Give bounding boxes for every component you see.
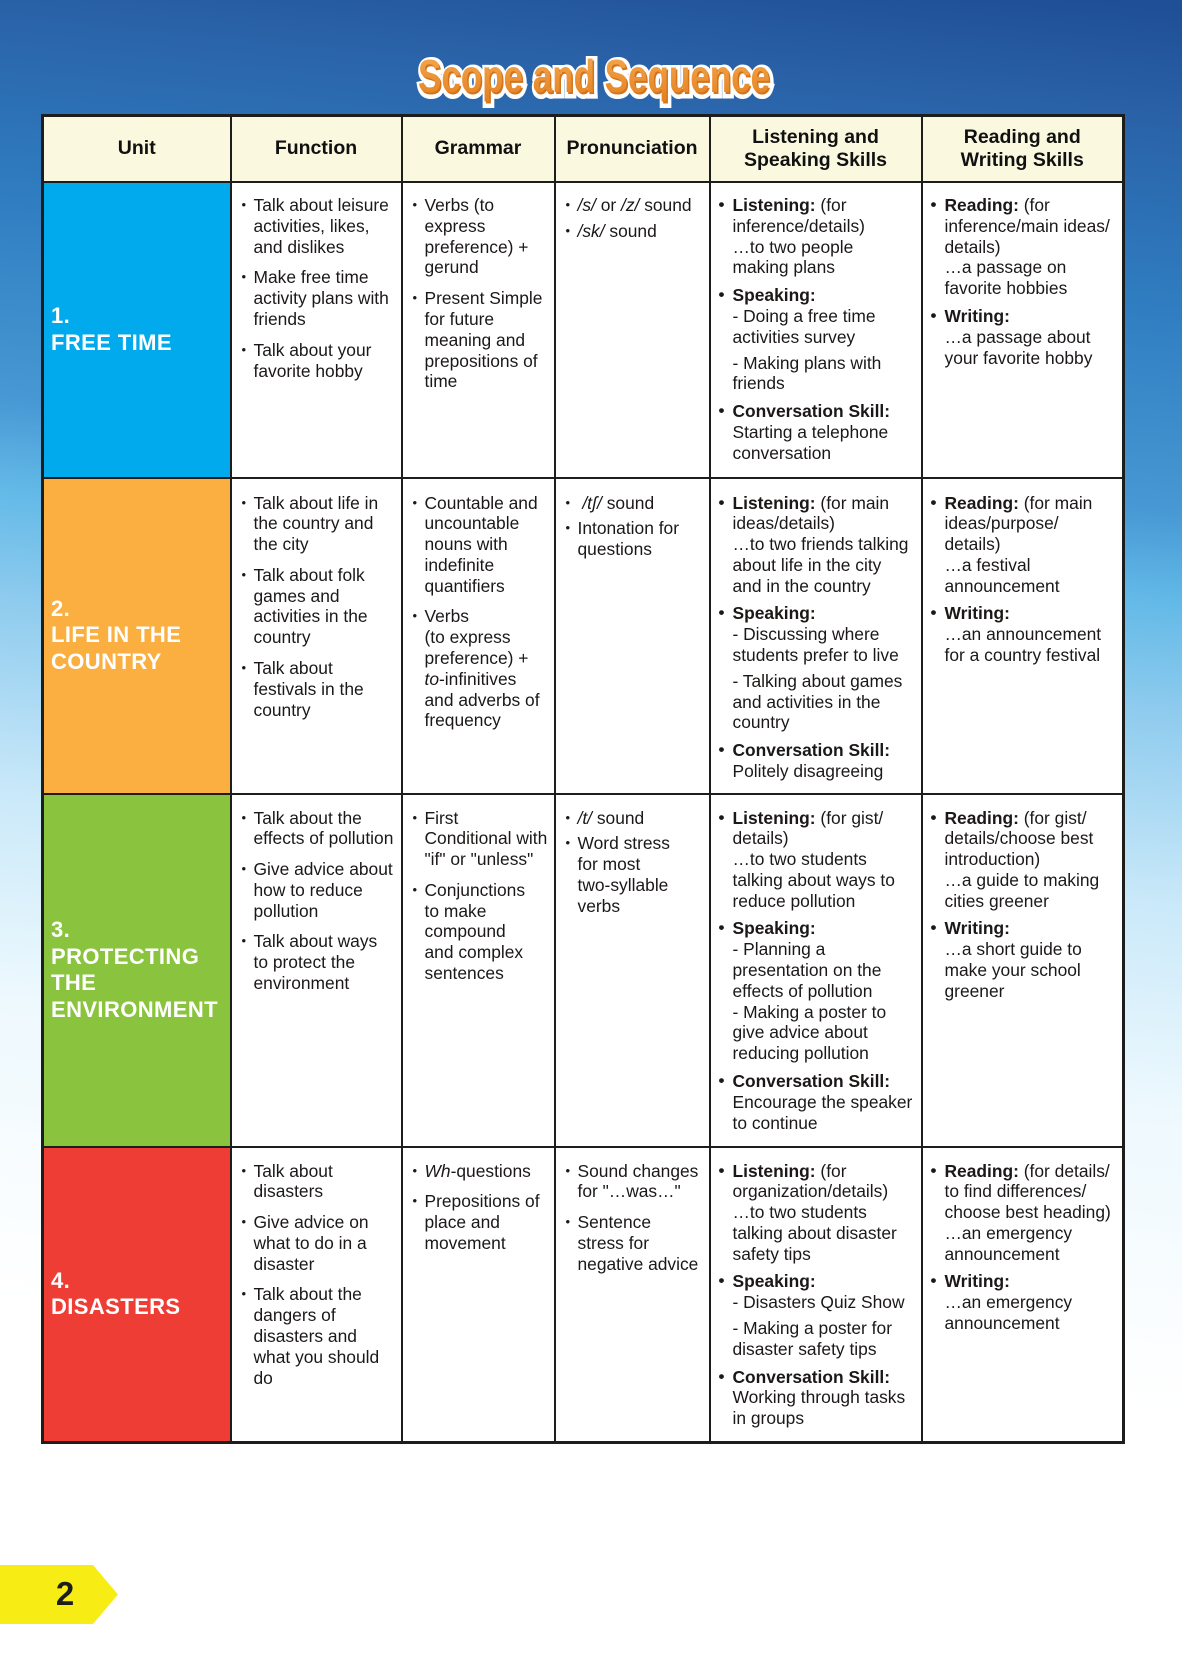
- svg-text:Scope and Sequence: Scope and Sequence: [420, 52, 772, 104]
- svg-text:Scope and Sequence: Scope and Sequence: [418, 50, 770, 102]
